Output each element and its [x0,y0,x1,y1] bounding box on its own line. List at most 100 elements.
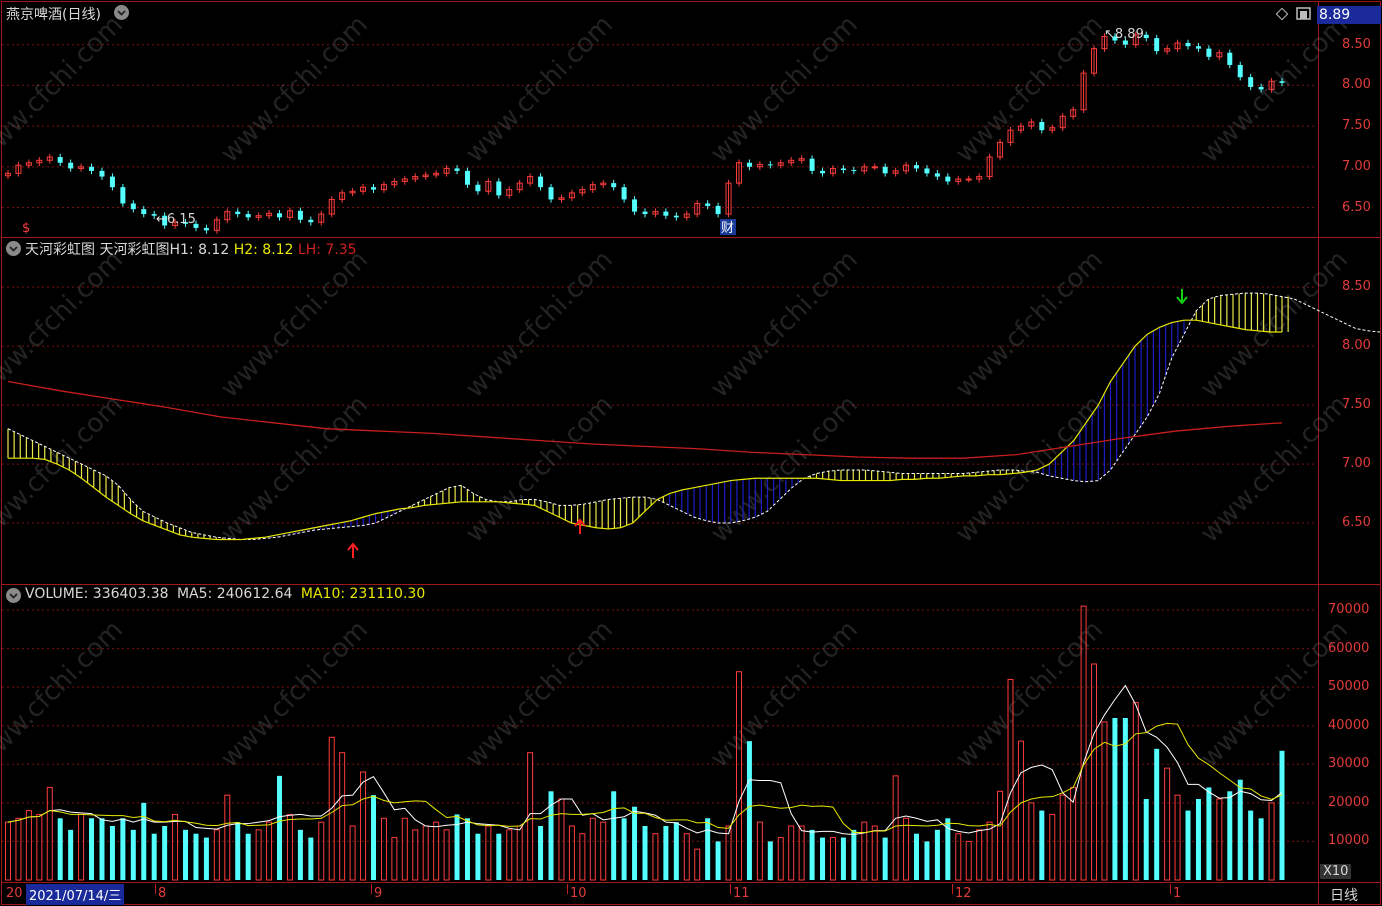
candle-body [1248,77,1254,87]
candle-body [277,213,283,218]
volume-bar [934,829,940,880]
axis-tick-label: 7.00 [1342,158,1371,174]
volume-bar [172,813,179,881]
candle-body [903,164,910,172]
candle-body [611,183,617,188]
candle-body [130,203,136,210]
earnings-badge-bg [720,219,736,235]
stock-title: 燕京啤酒(日线) [6,7,101,23]
volume-bar [1049,813,1056,881]
rainbow-h1-line [7,292,1381,541]
axis-tick-label: 8.00 [1342,338,1371,354]
window-restore-icon[interactable] [1296,6,1312,25]
candle-body [1227,52,1233,65]
volume-bar [1132,702,1139,881]
candle-body [36,159,43,164]
volume-bar [380,817,387,881]
volume-bar [1112,718,1118,880]
stock-dropdown-icon[interactable] [114,5,129,20]
candle-body [1185,42,1191,47]
volume-bar [986,821,993,881]
candle-body [600,182,607,186]
volume-bar [589,817,596,881]
volume-bar [1279,750,1285,880]
volume-bar [78,813,85,881]
candle-body [829,167,836,174]
volume-bar [548,791,554,880]
candle-body [475,184,481,192]
candle-body [924,168,930,174]
candle-body [5,172,11,177]
volume-bar [1101,721,1108,881]
period-button[interactable]: 日线 [1330,888,1358,904]
watermark-text: www.cfchi.com [705,245,864,404]
axis-tick-label: 8.50 [1342,36,1371,52]
volume-legend: VOLUME: 336403.38 MA5: 240612.64 MA10: 2… [25,586,425,602]
arrow-head [1176,296,1188,305]
diamond-icon[interactable] [1275,6,1289,25]
volume-bar [433,821,440,881]
volume-bar [632,806,638,880]
watermark-text: www.cfchi.com [460,10,619,169]
volume-bar [568,825,575,881]
volume-bar [1028,802,1035,881]
axis-tick-label: 8.50 [1342,279,1371,295]
candle-body [568,192,575,199]
volume-bar [735,671,742,881]
volume-bar [725,825,732,881]
volume-bar [694,848,701,881]
candle-body [579,189,586,194]
rainbow-h2-line [8,319,1282,541]
axis-tick-label: 40000 [1328,717,1370,733]
watermark-text: www.cfchi.com [0,245,129,404]
watermark-text: www.cfchi.com [460,615,619,774]
rainbow-band [7,292,1381,541]
candle-body [851,170,857,172]
candle-body [632,199,638,212]
candle-body [820,170,826,174]
candle-body [1132,34,1139,46]
volume-ma10-line [7,722,1283,834]
candle-body [1059,115,1066,129]
axis-tick-label: 6.50 [1342,515,1371,531]
current-date-box: 2021/07/14/三 [26,884,125,905]
volume-bar [496,833,502,880]
volume-bar [538,826,544,880]
volume-bar [475,833,481,880]
volume-bar [130,829,136,880]
volume-bar [840,837,846,880]
volume-bar [705,818,711,880]
candle-body [286,210,293,218]
volume-bar [224,794,231,881]
ma10-value: 231110.30 [349,586,426,602]
volume-bar [924,841,930,880]
volume-dropdown-icon[interactable] [6,588,21,603]
volume-label: VOLUME: [25,586,89,602]
candle-body [840,168,846,171]
volume-bar [955,833,962,881]
volume-bar [370,795,376,880]
ma5-value: 240612.64 [216,586,293,602]
volume-bar [579,833,586,881]
watermark-text: www.cfchi.com [215,615,374,774]
volume-bar [1268,802,1275,881]
rainbow-lh-line [7,380,1283,459]
volume-bar [277,775,283,880]
candle-body [99,170,105,177]
volume-bar [1227,791,1233,880]
candlestick-series [5,31,1285,234]
axis-tick-label: 7.00 [1342,456,1371,472]
candle-body [997,141,1004,158]
volume-multiplier: X10 [1320,864,1352,879]
indicator-dropdown-icon[interactable] [6,241,21,256]
current-price-box: 8.89 [1317,6,1381,24]
watermark-text: www.cfchi.com [460,390,619,549]
candle-body [735,162,742,184]
volume-bar [820,837,826,880]
candle-body [621,187,627,200]
candle-body [1216,52,1223,58]
candle-body [1164,48,1171,52]
volume-bar [1258,818,1264,880]
